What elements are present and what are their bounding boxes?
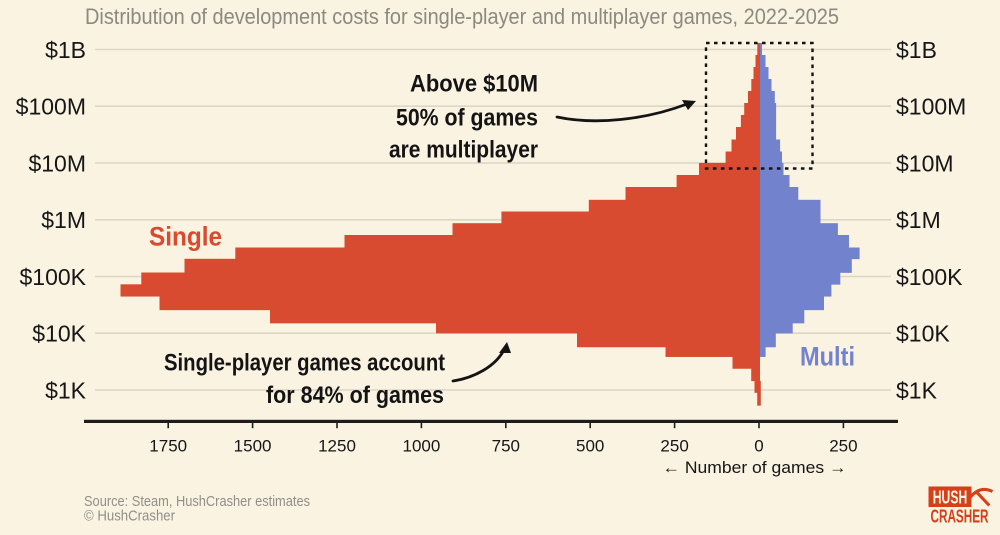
svg-text:Multi: Multi: [800, 341, 855, 371]
svg-text:$1B: $1B: [45, 37, 86, 63]
svg-text:1500: 1500: [234, 437, 272, 456]
svg-text:1000: 1000: [402, 437, 440, 456]
svg-text:$1M: $1M: [41, 207, 86, 233]
svg-text:Single: Single: [149, 222, 222, 252]
svg-text:CRASHER: CRASHER: [931, 506, 989, 526]
svg-text:500: 500: [576, 437, 604, 456]
svg-text:Above $10M: Above $10M: [410, 71, 538, 98]
svg-text:50% of games: 50% of games: [396, 105, 538, 132]
svg-text:0: 0: [754, 437, 763, 456]
svg-text:1750: 1750: [149, 437, 187, 456]
svg-text:© HushCrasher: © HushCrasher: [84, 508, 175, 525]
svg-text:$100K: $100K: [19, 264, 86, 290]
svg-text:for 84% of games: for 84% of games: [266, 382, 444, 409]
svg-text:are multiplayer: are multiplayer: [389, 137, 538, 164]
svg-text:250: 250: [660, 437, 688, 456]
svg-text:$10K: $10K: [896, 321, 950, 347]
svg-text:$100K: $100K: [896, 264, 963, 290]
svg-text:$100M: $100M: [16, 94, 86, 120]
svg-text:750: 750: [492, 437, 520, 456]
svg-text:250: 250: [829, 437, 857, 456]
svg-text:HUSH: HUSH: [933, 487, 968, 507]
svg-text:1250: 1250: [318, 437, 356, 456]
svg-text:Single-player games account: Single-player games account: [164, 350, 445, 377]
svg-text:← Number of games →: ← Number of games →: [663, 458, 847, 477]
svg-text:$1M: $1M: [896, 207, 941, 233]
svg-text:$10M: $10M: [28, 150, 86, 176]
svg-text:$1K: $1K: [896, 377, 938, 403]
svg-text:$10M: $10M: [896, 150, 954, 176]
svg-text:$1K: $1K: [45, 377, 87, 403]
svg-text:Source: Steam, HushCrasher est: Source: Steam, HushCrasher estimates: [84, 493, 310, 510]
svg-text:$1B: $1B: [896, 37, 937, 63]
svg-text:$10K: $10K: [32, 321, 86, 347]
svg-text:Distribution of development co: Distribution of development costs for si…: [85, 4, 839, 29]
svg-text:$100M: $100M: [896, 94, 966, 120]
